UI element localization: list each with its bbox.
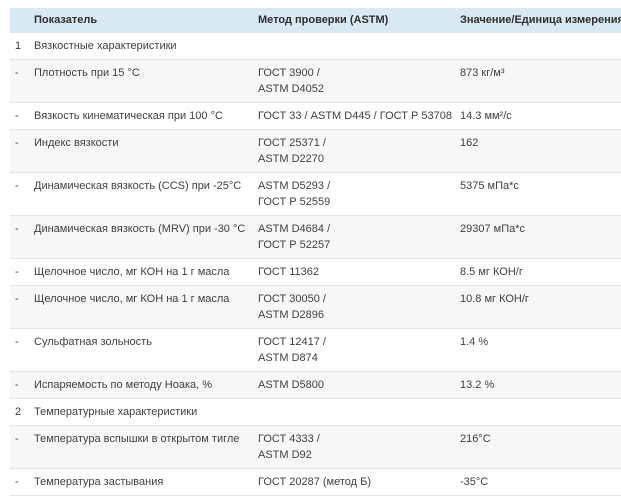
parameter-cell: Щелочное число, мг КОН на 1 г масла bbox=[34, 266, 230, 278]
table-row: - Щелочное число, мг КОН на 1 г масла ГО… bbox=[10, 285, 621, 329]
row-number: 2 bbox=[15, 406, 22, 418]
row-number: - bbox=[15, 180, 19, 192]
method-cell bbox=[258, 399, 460, 426]
value-cell: 29307 мПа*с bbox=[460, 223, 526, 235]
value-cell bbox=[460, 399, 621, 426]
method-cell bbox=[258, 33, 460, 60]
parameter-cell: Температура застывания bbox=[34, 476, 164, 488]
table-header-row: Показатель Метод проверки (ASTM) Значени… bbox=[10, 8, 621, 33]
table-row: - Динамическая вязкость (CCS) при -25°C … bbox=[10, 173, 621, 216]
table-row: - Плотность при 15 °C ГОСТ 3900 / ASTM D… bbox=[10, 59, 621, 103]
section-row: 1 Вязкостные характеристики bbox=[10, 33, 621, 60]
value-cell: -35°C bbox=[460, 476, 489, 488]
section-row: 2 Температурные характеристики bbox=[10, 399, 621, 426]
value-cell: 13.2 % bbox=[460, 379, 495, 391]
value-cell bbox=[460, 33, 621, 60]
header-parameter: Показатель bbox=[34, 14, 98, 26]
method-cell: ГОСТ 30050 / ASTM D2896 bbox=[258, 293, 326, 321]
row-number: - bbox=[15, 433, 19, 445]
method-cell: ГОСТ 3900 / ASTM D4052 bbox=[258, 67, 325, 95]
section-title: Температурные характеристики bbox=[34, 406, 198, 418]
value-cell: 162 bbox=[460, 137, 479, 149]
value-cell: 873 кг/м³ bbox=[460, 67, 505, 79]
parameter-cell: Плотность при 15 °C bbox=[34, 67, 140, 79]
value-cell: 14.3 мм²/с bbox=[460, 110, 512, 122]
parameter-cell: Температура вспышки в открытом тигле bbox=[34, 433, 240, 445]
header-value: Значение/Единица измерения bbox=[460, 14, 621, 26]
parameter-cell: Испаряемость по методу Ноака, % bbox=[34, 379, 213, 391]
method-cell: ГОСТ 20287 (метод Б) bbox=[258, 476, 372, 488]
method-cell: ГОСТ 4333 / ASTM D92 bbox=[258, 433, 320, 461]
row-number: - bbox=[15, 476, 19, 488]
method-cell: ГОСТ 11362 bbox=[258, 266, 320, 278]
row-number: 1 bbox=[15, 40, 22, 52]
value-cell: 5375 мПа*с bbox=[460, 180, 519, 192]
table-row: - Температура вспышки в открытом тигле Г… bbox=[10, 425, 621, 469]
method-cell: ASTM D4684 / ГОСТ Р 52257 bbox=[258, 223, 331, 251]
method-cell: ГОСТ 12417 / ASTM D874 bbox=[258, 336, 326, 364]
oil-specifications-table: Показатель Метод проверки (ASTM) Значени… bbox=[10, 8, 621, 496]
table-row: - Сульфатная зольность ГОСТ 12417 / ASTM… bbox=[10, 329, 621, 372]
row-number: - bbox=[15, 110, 19, 122]
parameter-cell: Индекс вязкости bbox=[34, 137, 119, 149]
parameter-cell: Вязкость кинематическая при 100 °C bbox=[34, 110, 223, 122]
row-number: - bbox=[15, 137, 19, 149]
table-row: - Испаряемость по методу Ноака, % ASTM D… bbox=[10, 371, 621, 399]
value-cell: 10.8 мг КОН/г bbox=[460, 293, 529, 305]
row-number: - bbox=[15, 67, 19, 79]
table-row: - Динамическая вязкость (MRV) при -30 °C… bbox=[10, 215, 621, 259]
header-number bbox=[10, 8, 34, 33]
parameter-cell: Сульфатная зольность bbox=[34, 336, 152, 348]
row-number: - bbox=[15, 223, 19, 235]
value-cell: 1.4 % bbox=[460, 336, 489, 348]
parameter-cell: Динамическая вязкость (CCS) при -25°C bbox=[34, 180, 242, 192]
row-number: - bbox=[15, 379, 19, 391]
value-cell: 8.5 мг КОН/г bbox=[460, 266, 523, 278]
section-title: Вязкостные характеристики bbox=[34, 40, 177, 52]
method-cell: ASTM D5293 / ГОСТ Р 52559 bbox=[258, 180, 331, 208]
table-row: - Индекс вязкости ГОСТ 25371 / ASTM D227… bbox=[10, 129, 621, 173]
parameter-cell: Динамическая вязкость (MRV) при -30 °C bbox=[34, 223, 246, 235]
table-row: - Щелочное число, мг КОН на 1 г масла ГО… bbox=[10, 259, 621, 286]
method-cell: ASTM D5800 bbox=[258, 379, 325, 391]
table-row: - Температура застывания ГОСТ 20287 (мет… bbox=[10, 469, 621, 496]
row-number: - bbox=[15, 266, 19, 278]
method-cell: ГОСТ 25371 / ASTM D2270 bbox=[258, 137, 326, 165]
table-row: - Вязкость кинематическая при 100 °C ГОС… bbox=[10, 103, 621, 130]
value-cell: 216°C bbox=[460, 433, 491, 445]
row-number: - bbox=[15, 293, 19, 305]
method-cell: ГОСТ 33 / ASTM D445 / ГОСТ Р 53708 bbox=[258, 110, 452, 122]
header-method: Метод проверки (ASTM) bbox=[258, 14, 389, 26]
row-number: - bbox=[15, 336, 19, 348]
parameter-cell: Щелочное число, мг КОН на 1 г масла bbox=[34, 293, 230, 305]
